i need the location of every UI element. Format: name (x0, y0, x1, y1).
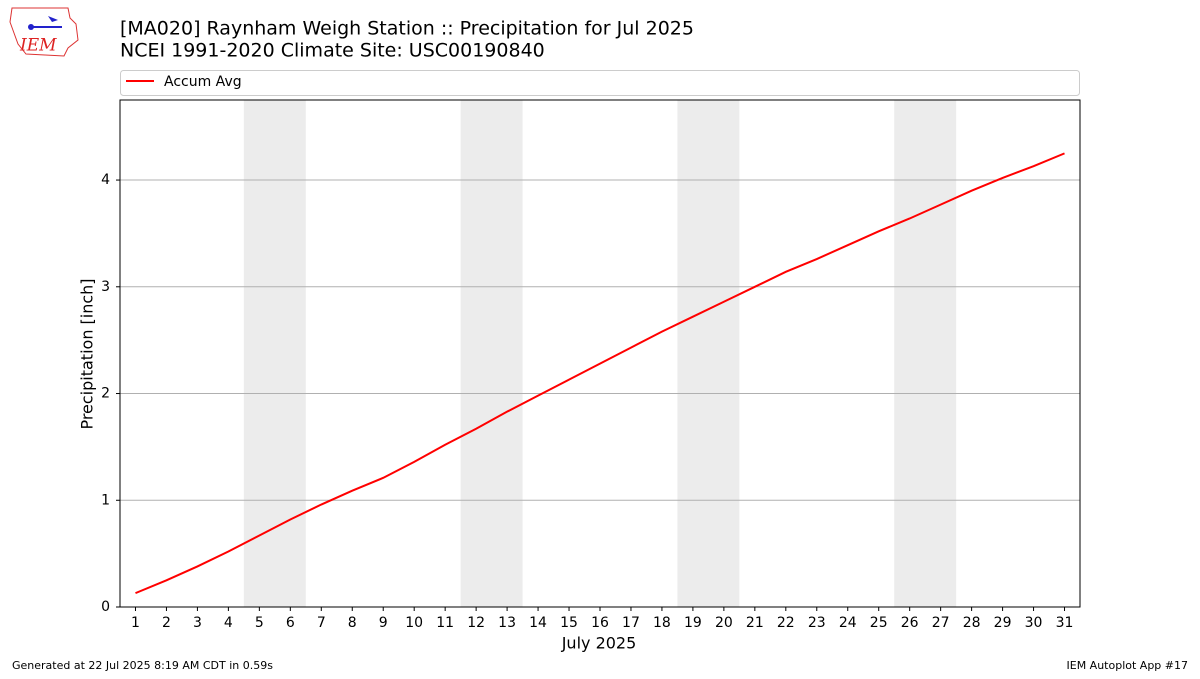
x-tick-label: 18 (653, 615, 671, 631)
y-axis-label: Precipitation [inch] (78, 278, 97, 429)
x-tick-label: 4 (224, 615, 233, 631)
x-tick-label: 31 (1056, 615, 1074, 631)
x-tick-label: 6 (286, 615, 295, 631)
y-tick-label: 2 (101, 386, 110, 402)
weekend-shade (894, 100, 957, 607)
series-line (135, 152, 1065, 595)
y-tick-label: 0 (101, 599, 110, 615)
x-tick-label: 14 (529, 615, 547, 631)
x-tick-label: 8 (348, 615, 357, 631)
legend-label: Accum Avg (164, 74, 242, 90)
x-tick-label: 15 (560, 615, 578, 631)
logo-flag (48, 16, 58, 22)
logo: IEM (9, 7, 79, 57)
logo-text: IEM (19, 36, 57, 56)
logo-outline (9, 7, 79, 57)
x-tick-label: 17 (622, 615, 640, 631)
x-tick-label: 10 (405, 615, 423, 631)
plot-frame (119, 99, 1081, 608)
x-tick-label: 9 (379, 615, 388, 631)
x-tick-label: 23 (808, 615, 826, 631)
x-tick-label: 26 (901, 615, 919, 631)
y-tick-label: 1 (101, 492, 110, 508)
chart-title: [MA020] Raynham Weigh Station :: Precipi… (120, 18, 694, 40)
x-tick-label: 28 (963, 615, 981, 631)
x-tick-label: 22 (777, 615, 795, 631)
x-axis-label: July 2025 (561, 634, 637, 653)
x-tick-label: 12 (467, 615, 485, 631)
logo-dot (28, 24, 34, 30)
y-tick-label: 3 (101, 279, 110, 295)
x-tick-label: 5 (255, 615, 264, 631)
y-tick-label: 4 (101, 172, 110, 188)
x-tick-label: 7 (317, 615, 326, 631)
x-tick-label: 21 (746, 615, 764, 631)
weekend-shade (460, 100, 523, 607)
x-tick-label: 13 (498, 615, 516, 631)
x-tick-label: 29 (994, 615, 1012, 631)
footer-left: Generated at 22 Jul 2025 8:19 AM CDT in … (12, 659, 273, 672)
x-tick-label: 27 (932, 615, 950, 631)
x-tick-label: 1 (131, 615, 140, 631)
chart-subtitle: NCEI 1991-2020 Climate Site: USC00190840 (120, 40, 545, 62)
x-tick-label: 24 (839, 615, 857, 631)
x-tick-label: 20 (715, 615, 733, 631)
x-tick-label: 11 (436, 615, 454, 631)
x-tick-label: 19 (684, 615, 702, 631)
weekend-shade (243, 100, 306, 607)
x-tick-label: 2 (162, 615, 171, 631)
x-tick-label: 16 (591, 615, 609, 631)
x-tick-label: 3 (193, 615, 202, 631)
weekend-shade (677, 100, 740, 607)
legend-box (120, 70, 1080, 96)
x-tick-label: 25 (870, 615, 888, 631)
x-tick-label: 30 (1025, 615, 1043, 631)
footer-right: IEM Autoplot App #17 (1067, 659, 1189, 672)
